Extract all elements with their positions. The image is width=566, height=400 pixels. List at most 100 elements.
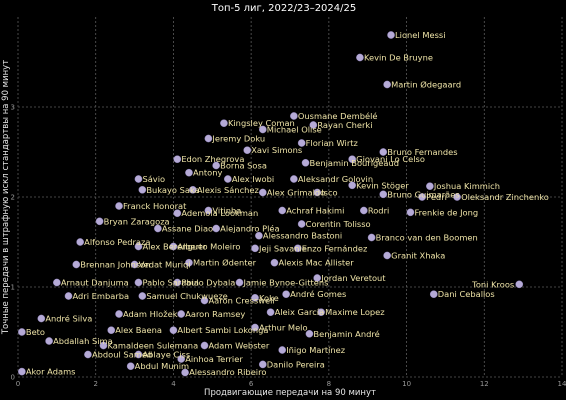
- point-label: Edon Zhegrova: [181, 154, 244, 164]
- data-point: [134, 350, 143, 359]
- data-point: [235, 278, 244, 287]
- data-point: [134, 242, 143, 251]
- data-point: [379, 148, 388, 156]
- data-point: [258, 360, 267, 369]
- point-label: Vitinha: [212, 206, 241, 216]
- point-label: Achraf Hakimi: [286, 206, 344, 216]
- x-axis-ticks: 0 2 4 6 8 10 12 14: [16, 380, 566, 388]
- point-label: Bryan Zaragoza: [104, 216, 170, 226]
- data-point: [258, 188, 267, 197]
- data-point: [360, 206, 368, 215]
- point-label: Iñigo Martínez: [286, 345, 345, 355]
- point-label: Joshua Kimmich: [433, 181, 500, 191]
- x-axis-title: Продвигающие передачи на 90 минут: [204, 388, 376, 398]
- data-point: [173, 155, 182, 163]
- data-point: [189, 185, 197, 194]
- point-label: Paulo Dybala: [181, 278, 235, 288]
- data-point: [200, 341, 209, 350]
- point-label: Kevin Stöger: [356, 180, 409, 190]
- data-point: [18, 367, 26, 376]
- point-label: Alejandro Pléa: [220, 224, 279, 234]
- data-point: [220, 119, 228, 127]
- data-point: [45, 337, 53, 345]
- data-point: [169, 242, 178, 251]
- point-label: Adam Hložek: [123, 309, 178, 319]
- data-point: [266, 308, 275, 317]
- point-label: Lionel Messi: [395, 30, 446, 40]
- y-tick-label: 1: [11, 284, 15, 292]
- data-point: [130, 260, 139, 269]
- point-label: Aaron Ramsey: [185, 309, 245, 319]
- point-label: Albert Sambi Lokonga: [177, 325, 268, 335]
- point-label: Bukayo Saka: [146, 185, 199, 195]
- data-point: [313, 274, 322, 282]
- point-label: André Gomes: [290, 289, 346, 299]
- point-label: Sávio: [142, 174, 165, 184]
- data-point: [72, 260, 81, 269]
- point-label: Michael Olise: [267, 125, 322, 135]
- point-label: Frenkie de Jong: [414, 207, 478, 217]
- data-point: [348, 155, 356, 163]
- point-label: Pedri: [426, 192, 447, 202]
- point-label: Jeji Savanier: [258, 243, 311, 253]
- point-label: Ablaye Ciss: [142, 350, 190, 360]
- point-label: Kingsley Coman: [228, 118, 295, 128]
- point-label: Benjamin Bourigeaud: [310, 158, 399, 168]
- point-label: Aaron Cresswell: [209, 296, 275, 306]
- point-label: Vedat Muriqi: [139, 260, 191, 270]
- point-label: Jeremy Doku: [211, 134, 265, 144]
- data-point: [76, 238, 84, 246]
- data-point: [313, 188, 322, 197]
- point-label: Branco van den Boomen: [376, 233, 478, 243]
- y-axis-title: Точные передачи в штрафную искл стандарт…: [1, 60, 11, 335]
- point-label: Samuel Chukwueze: [146, 291, 227, 301]
- data-point: [212, 161, 220, 170]
- data-point: [290, 175, 298, 183]
- data-point: [243, 146, 252, 154]
- point-label: Alex Iwobi: [232, 174, 274, 184]
- point-label: Xavi Simons: [251, 145, 302, 155]
- point-label: Alberto Moleiro: [177, 242, 240, 252]
- point-label: Ousmane Dembélé: [298, 111, 378, 121]
- x-tick-label: 14: [558, 380, 566, 388]
- x-tick-label: 4: [171, 380, 176, 388]
- data-point: [64, 292, 73, 300]
- point-label: Brennan Johnson: [80, 260, 150, 270]
- data-point: [429, 290, 438, 299]
- data-point: [18, 328, 26, 336]
- point-label: Franck Honorat: [123, 201, 187, 211]
- data-point: [95, 217, 104, 226]
- data-point: [305, 329, 314, 338]
- data-point: [515, 280, 524, 289]
- data-point: [99, 341, 108, 350]
- point-label: Arnaut Danjuma: [61, 278, 129, 288]
- point-label: Oleksandr Zinchenko: [461, 192, 549, 202]
- point-label: Rayan Cherki: [317, 120, 372, 130]
- data-point: [169, 326, 178, 335]
- point-label: Dani Ceballos: [438, 289, 495, 299]
- point-label: Rodri: [368, 206, 389, 216]
- point-label: Ademola Lookman: [181, 208, 258, 218]
- point-label: Martin Ødegaard: [391, 80, 461, 90]
- point-label: André Silva: [45, 314, 92, 324]
- data-point: [107, 326, 116, 335]
- point-label: Toni Kroos: [471, 279, 514, 289]
- data-point: [204, 134, 213, 143]
- point-label: Beto: [26, 327, 45, 337]
- point-label: Alex Baena: [115, 325, 162, 335]
- x-tick-label: 0: [16, 380, 20, 388]
- point-label: Florian Wirtz: [306, 138, 358, 148]
- data-point: [278, 346, 287, 354]
- point-label: Abdul Munim: [135, 361, 189, 371]
- point-label: Pablo Sarabia: [142, 278, 199, 288]
- data-point: [53, 278, 61, 287]
- data-point: [177, 310, 185, 318]
- data-point: [181, 368, 189, 377]
- point-label: Abdallah Sima: [53, 336, 113, 346]
- data-point: [37, 314, 46, 323]
- data-point: [251, 323, 259, 332]
- data-point: [348, 181, 356, 190]
- data-point: [154, 224, 162, 233]
- y-tick-label: 3: [11, 104, 15, 112]
- data-point: [453, 193, 461, 201]
